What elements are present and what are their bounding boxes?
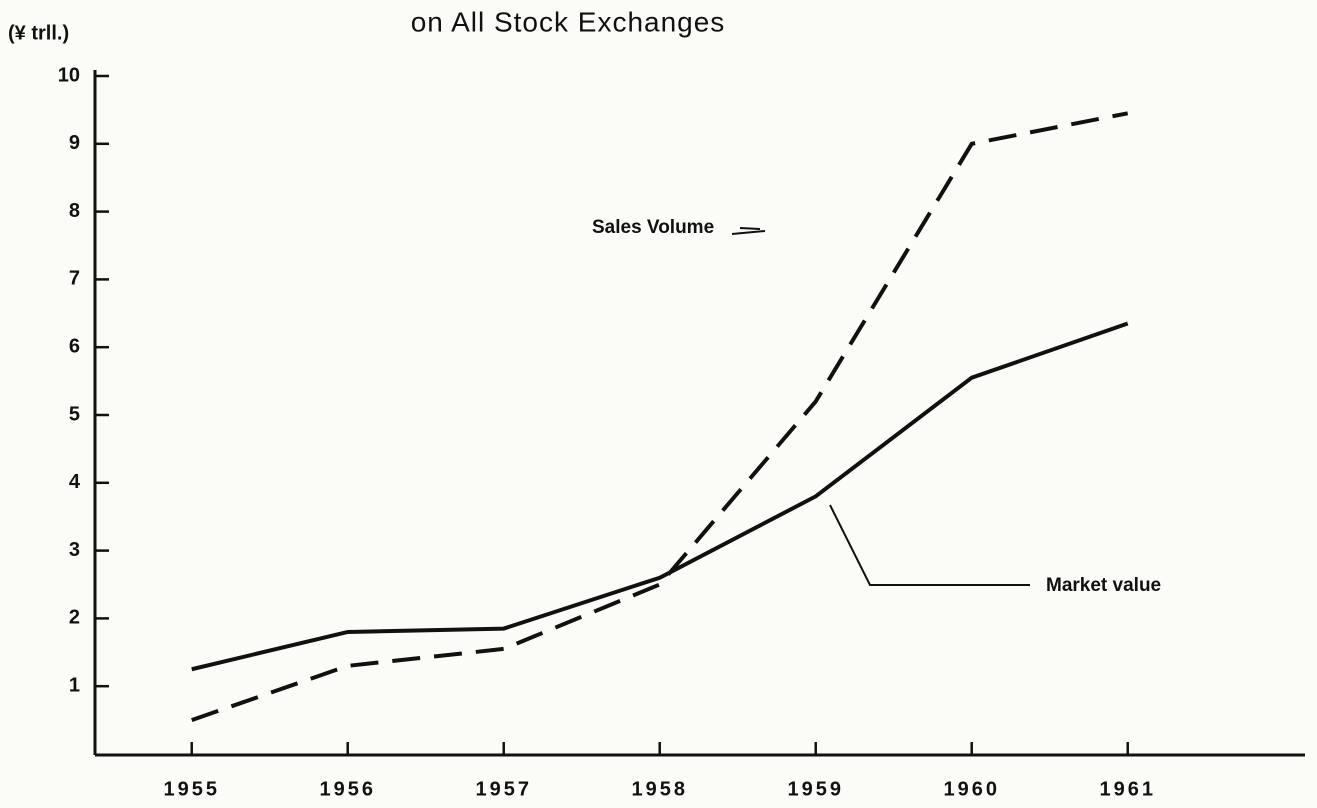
x-tick-label: 1957 [475,778,532,800]
series-label: Market value [1046,575,1161,596]
x-tick-label: 1958 [631,778,688,800]
y-tick-label: 9 [69,132,80,154]
x-tick-label: 1960 [943,778,1000,800]
y-tick-label: 2 [69,607,80,629]
x-tick-label: 1955 [163,778,220,800]
y-tick-label: 10 [58,64,80,86]
y-tick-label: 5 [69,403,80,425]
x-tick-label: 1959 [787,778,844,800]
x-tick-label: 1961 [1099,778,1156,800]
y-axis-label: (¥ trll.) [8,22,69,44]
y-tick-label: 6 [69,335,80,357]
series-label: Sales Volume [592,217,714,238]
y-tick-label: 1 [69,674,80,696]
y-tick-label: 7 [69,268,80,290]
y-tick-label: 4 [69,471,81,493]
y-tick-label: 8 [69,200,80,222]
series-line [191,321,1129,672]
leader-line [739,227,761,230]
chart-title: on All Stock Exchanges [411,6,726,37]
x-tick-label: 1956 [319,778,376,800]
series-line [191,111,1129,722]
y-tick-label: 3 [69,539,80,561]
leader-line [731,230,766,235]
leader-line [829,504,1030,586]
